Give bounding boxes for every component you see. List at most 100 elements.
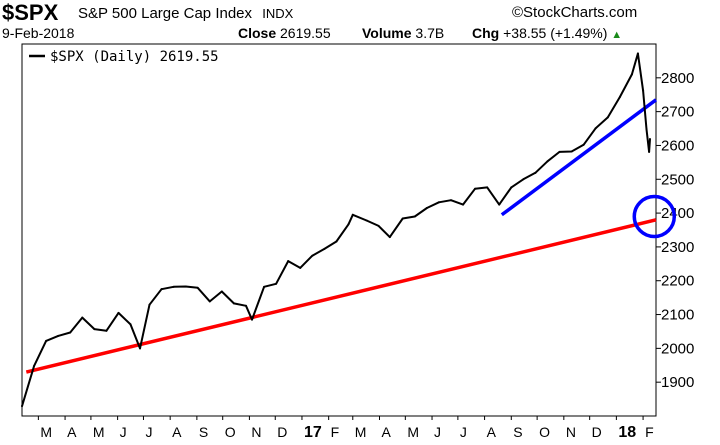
x-tick-label: S (513, 424, 522, 440)
spx-data-point (220, 290, 223, 293)
spx-data-point (351, 213, 354, 216)
x-tick-label: D (277, 424, 287, 440)
spx-data-point (437, 201, 440, 204)
spx-data-point (148, 303, 151, 306)
change-label: Chg (472, 25, 500, 41)
spx-data-point (534, 171, 537, 174)
spx-data-point (21, 405, 23, 408)
spx-data-point (139, 347, 142, 350)
x-tick-label: J (434, 424, 441, 440)
y-tick-label: 2600 (661, 137, 694, 154)
spx-data-point (546, 160, 549, 163)
x-tick-label: F (645, 424, 654, 440)
y-tick-label: 2100 (661, 307, 694, 324)
spx-data-point (232, 302, 235, 305)
spx-data-point (636, 52, 639, 55)
spx-data-point (117, 311, 120, 314)
x-axis: M A M J J A S O N D 17 F M A M J J A S O N D 18 F (37, 416, 654, 441)
spx-data-point (323, 247, 326, 250)
x-tick-label: 18 (618, 424, 636, 441)
spx-data-point (388, 236, 391, 239)
x-tick-label: M (407, 424, 419, 440)
spx-data-point (45, 339, 48, 342)
x-tick-label: O (539, 424, 550, 440)
close-value: 2619.55 (280, 25, 331, 41)
exchange-label: INDX (262, 6, 294, 21)
x-tick-label: A (172, 424, 182, 440)
stockcharts-logo[interactable]: ©StockCharts.com (512, 4, 638, 21)
x-tick-label: J (460, 424, 467, 440)
spx-data-point (250, 318, 253, 321)
change-value: +38.55 (+1.49%) (503, 25, 608, 41)
up-arrow-icon: ▲ (611, 29, 623, 41)
y-tick-label: 2300 (661, 239, 694, 256)
close-label: Close (238, 25, 277, 41)
spx-data-point (606, 116, 609, 119)
ticker-symbol: $SPX (2, 0, 59, 25)
spx-data-point (582, 143, 585, 146)
spx-data-point (645, 128, 648, 131)
spx-data-point (105, 329, 108, 332)
spx-data-point (498, 203, 501, 206)
x-tick-label: M (93, 424, 105, 440)
spx-data-point (129, 323, 132, 326)
spx-data-point (522, 178, 525, 181)
spx-data-point (413, 215, 416, 218)
highlight-circle (632, 194, 677, 239)
index-title: S&P 500 Large Cap Index INDX (78, 5, 293, 22)
spx-data-point (244, 304, 247, 307)
y-tick-label: 2800 (661, 70, 694, 87)
x-tick-label: N (251, 424, 261, 440)
spx-data-point (275, 282, 278, 285)
legend-label: $SPX (Daily) 2619.55 (50, 49, 219, 65)
x-tick-label: F (331, 424, 340, 440)
spx-data-point (57, 334, 60, 337)
long-term-support-trendline (25, 218, 657, 374)
volume-value: 3.7B (415, 25, 445, 41)
series-layer (21, 52, 677, 408)
spx-data-point (196, 286, 199, 289)
change-group: Chg +38.55 (+1.49%) ▲ (472, 25, 622, 41)
spx-data-point (365, 219, 368, 222)
spx-data-point (299, 266, 302, 269)
spx-data-point (160, 288, 163, 291)
spx-data-point (449, 199, 452, 202)
spx-data-point (347, 223, 350, 226)
spx-data-point (486, 186, 489, 189)
y-tick-label: 2000 (661, 340, 694, 357)
volume-group: Volume 3.7B (362, 25, 444, 41)
y-tick-label: 1900 (661, 374, 694, 391)
spx-data-point (81, 316, 84, 319)
spx-data-point (208, 300, 211, 303)
spx-data-point (648, 150, 651, 153)
x-tick-label: S (199, 424, 208, 440)
spx-data-point (69, 331, 72, 334)
spx-data-point (462, 203, 465, 206)
spx-data-point (425, 207, 428, 210)
plot-frame (21, 43, 657, 417)
x-tick-label: D (592, 424, 602, 440)
y-tick-label: 2700 (661, 104, 694, 121)
x-tick-label: 17 (304, 424, 322, 441)
spx-data-point (474, 187, 477, 190)
index-name: S&P 500 Large Cap Index (78, 5, 253, 22)
spx-data-point (311, 254, 314, 257)
x-tick-label: O (225, 424, 236, 440)
x-tick-label: A (487, 424, 497, 440)
quote-date: 9-Feb-2018 (2, 25, 75, 41)
spx-data-point (594, 127, 597, 130)
x-tick-label: J (145, 424, 152, 440)
spx-data-point (618, 96, 621, 99)
spx-data-point (287, 260, 290, 263)
spx-data-point (335, 240, 338, 243)
x-tick-label: A (381, 424, 391, 440)
spx-data-point (93, 328, 96, 331)
x-tick-label: M (355, 424, 367, 440)
legend: $SPX (Daily) 2619.55 (29, 49, 219, 65)
spx-data-point (263, 285, 266, 288)
spx-data-point (377, 224, 380, 227)
x-tick-label: A (67, 424, 77, 440)
x-tick-label: M (40, 424, 52, 440)
spx-data-point (648, 138, 651, 141)
x-tick-label: N (566, 424, 576, 440)
